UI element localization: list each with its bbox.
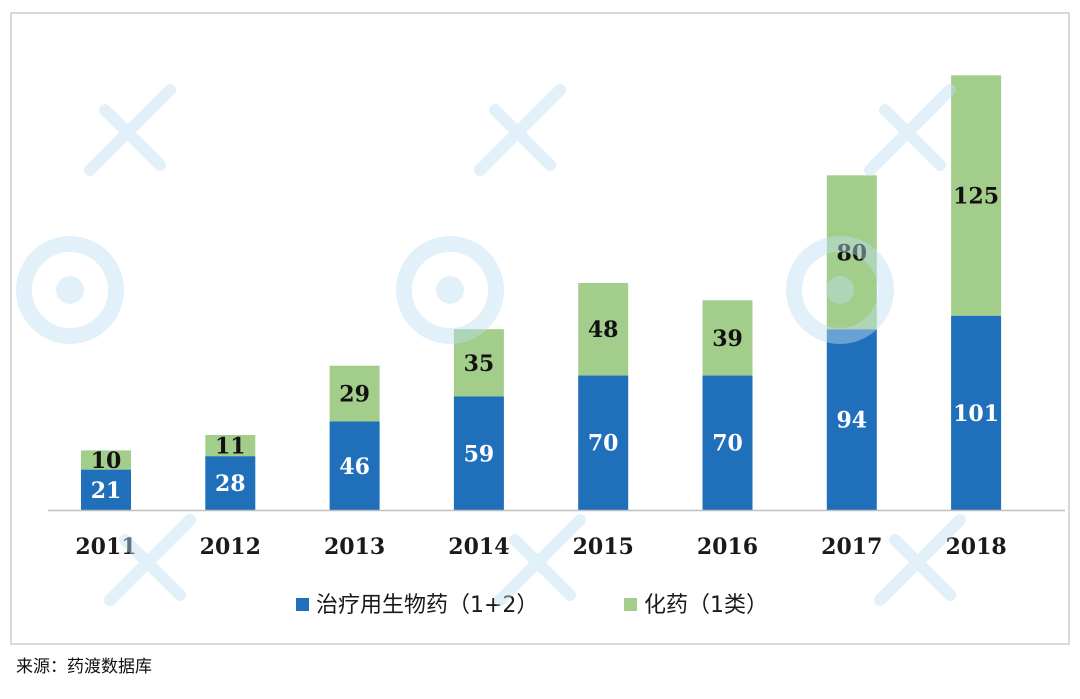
- data-label-chem-2015: 48: [588, 317, 619, 343]
- data-label-chem-2018: 125: [953, 184, 999, 210]
- data-label-chem-2014: 35: [464, 351, 495, 377]
- x-tick-label-2018: 2018: [945, 534, 1006, 560]
- x-tick-label-2016: 2016: [697, 534, 758, 560]
- bar-bio-2015: [578, 375, 629, 510]
- x-tick-labels: 2011 2012 2013 2014 2015 2016 2017 2018: [75, 534, 1006, 560]
- bar-bio-2012: [205, 456, 256, 510]
- data-label-bio-2015: 70: [588, 431, 619, 457]
- data-label-chem-2012: 11: [215, 434, 246, 460]
- x-tick-label-2011: 2011: [75, 534, 136, 560]
- bar-bio-2014: [453, 396, 504, 510]
- legend-swatch-bio: [296, 598, 309, 611]
- data-label-bio-2018: 101: [953, 401, 999, 427]
- bar-chem-2018: [951, 75, 1002, 316]
- bar-chem-2013: [329, 365, 380, 422]
- x-tick-label-2014: 2014: [448, 534, 509, 560]
- x-tick-label-2017: 2017: [821, 534, 882, 560]
- bar-bio-2018: [951, 315, 1002, 510]
- data-label-bio-2014: 59: [464, 441, 495, 467]
- bar-chem-2015: [578, 283, 629, 376]
- data-label-bio-2013: 46: [339, 454, 370, 480]
- data-label-bio-2011: 21: [91, 478, 122, 504]
- bar-chem-2016: [702, 300, 753, 376]
- bars-layer: [81, 75, 1002, 510]
- data-label-chem-2017: 80: [836, 240, 867, 266]
- x-tick-label-2012: 2012: [200, 534, 261, 560]
- legend-label-bio: 治疗用生物药（1+2）: [316, 593, 538, 618]
- source-note: 来源：药渡数据库: [16, 657, 152, 677]
- bar-bio-2016: [702, 375, 753, 510]
- chart-frame: [10, 12, 1070, 645]
- data-label-bio-2017: 94: [836, 408, 867, 434]
- bar-chem-2012: [205, 435, 256, 457]
- data-label-bio-2016: 70: [712, 431, 743, 457]
- bar-bio-2013: [329, 421, 380, 510]
- bar-chem-2017: [826, 175, 877, 330]
- bar-chem-2014: [453, 329, 504, 397]
- value-labels-layer: 21 10 28 11 46 29 59 35 70 48 70 39 94 80 101 125: [91, 184, 999, 504]
- data-label-chem-2013: 29: [339, 382, 370, 408]
- data-label-chem-2016: 39: [712, 326, 743, 352]
- bar-chem-2011: [81, 450, 131, 470]
- legend: 治疗用生物药（1+2） 化药（1类）: [296, 593, 768, 618]
- bar-bio-2017: [826, 329, 877, 510]
- data-label-bio-2012: 28: [215, 471, 246, 497]
- legend-swatch-chem: [624, 598, 637, 611]
- x-tick-label-2013: 2013: [324, 534, 385, 560]
- bar-bio-2011: [81, 469, 131, 510]
- x-tick-label-2015: 2015: [573, 534, 634, 560]
- data-label-chem-2011: 10: [91, 448, 122, 474]
- legend-label-chem: 化药（1类）: [644, 593, 768, 618]
